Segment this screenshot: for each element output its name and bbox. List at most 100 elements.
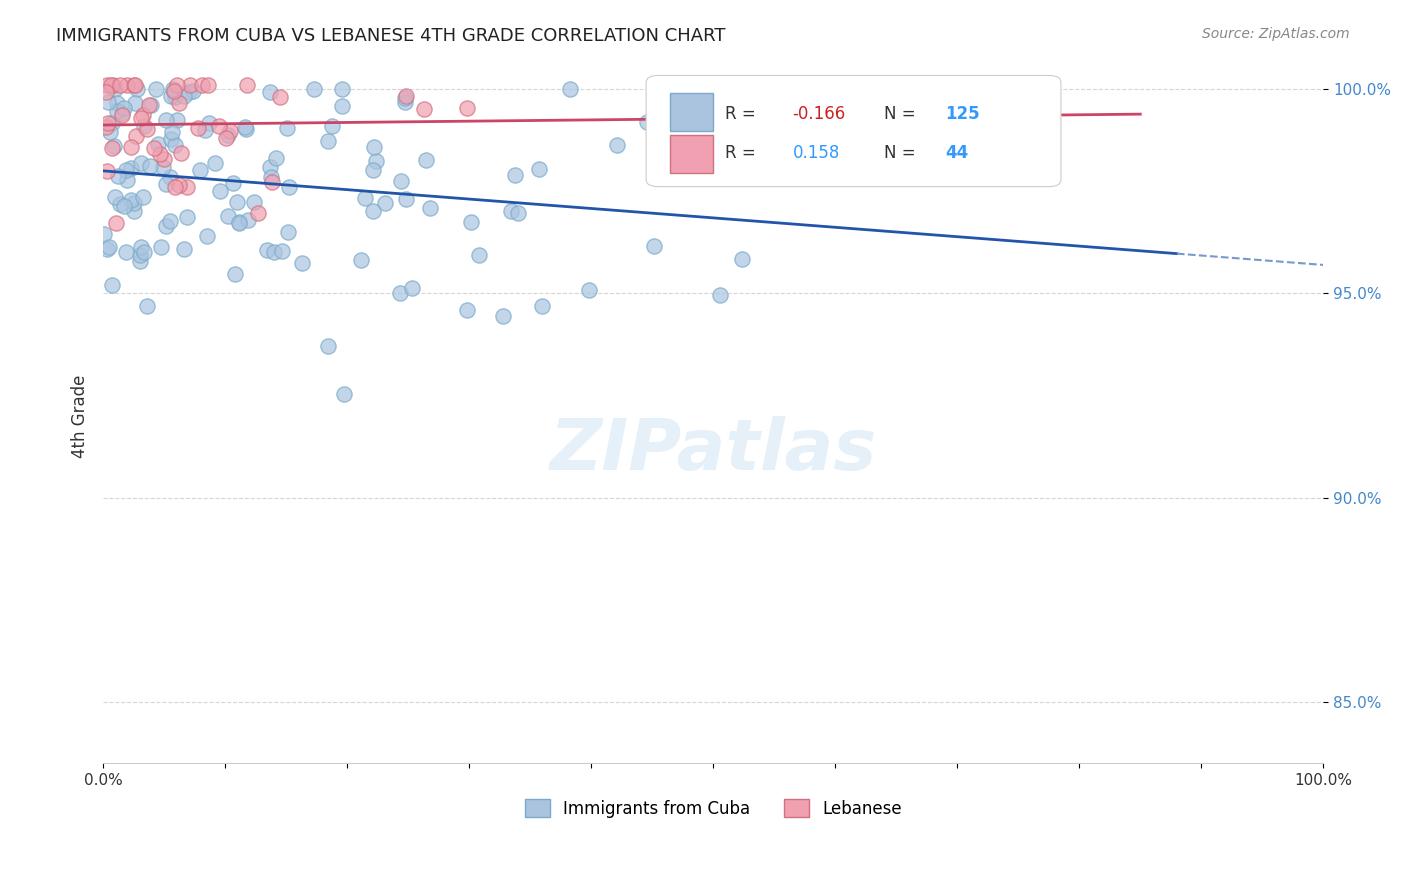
Immigrants from Cuba [160, 88, 183, 103]
Immigrants from Cuba [114, 163, 136, 178]
Lebanese [246, 205, 269, 219]
Immigrants from Cuba [643, 239, 665, 253]
Immigrants from Cuba [354, 191, 377, 205]
Immigrants from Cuba [531, 299, 554, 313]
Immigrants from Cuba [100, 278, 122, 293]
Lebanese [124, 78, 146, 92]
Legend: Immigrants from Cuba, Lebanese: Immigrants from Cuba, Lebanese [519, 793, 908, 824]
Immigrants from Cuba [333, 387, 356, 401]
Lebanese [208, 120, 231, 134]
Lebanese [125, 129, 148, 144]
Immigrants from Cuba [460, 215, 482, 229]
Immigrants from Cuba [155, 112, 177, 127]
Immigrants from Cuba [181, 84, 204, 98]
Immigrants from Cuba [132, 119, 155, 133]
Lebanese [167, 95, 190, 110]
Immigrants from Cuba [394, 91, 416, 105]
Immigrants from Cuba [259, 161, 281, 175]
Immigrants from Cuba [456, 303, 478, 318]
Text: IMMIGRANTS FROM CUBA VS LEBANESE 4TH GRADE CORRELATION CHART: IMMIGRANTS FROM CUBA VS LEBANESE 4TH GRA… [56, 27, 725, 45]
Immigrants from Cuba [160, 132, 183, 146]
Bar [671, 93, 713, 131]
Immigrants from Cuba [415, 153, 437, 168]
Text: -0.166: -0.166 [793, 104, 846, 123]
Immigrants from Cuba [256, 243, 278, 257]
Lebanese [394, 88, 416, 103]
Immigrants from Cuba [228, 215, 250, 229]
Lebanese [115, 78, 138, 92]
Immigrants from Cuba [527, 161, 550, 176]
Immigrants from Cuba [318, 339, 340, 353]
Immigrants from Cuba [491, 309, 513, 323]
Text: 125: 125 [945, 104, 980, 123]
Lebanese [165, 179, 187, 194]
Immigrants from Cuba [366, 153, 388, 168]
Immigrants from Cuba [506, 206, 529, 220]
Immigrants from Cuba [97, 95, 120, 110]
Immigrants from Cuba [132, 245, 155, 260]
Immigrants from Cuba [361, 163, 384, 178]
Lebanese [170, 146, 193, 161]
Immigrants from Cuba [159, 169, 181, 184]
Text: ZIPatlas: ZIPatlas [550, 416, 877, 485]
Immigrants from Cuba [260, 170, 283, 185]
Text: Source: ZipAtlas.com: Source: ZipAtlas.com [1202, 27, 1350, 41]
Lebanese [101, 78, 124, 92]
Immigrants from Cuba [103, 139, 125, 153]
Lebanese [94, 85, 117, 99]
Immigrants from Cuba [233, 120, 256, 134]
Immigrants from Cuba [374, 196, 396, 211]
FancyBboxPatch shape [647, 76, 1062, 186]
Immigrants from Cuba [150, 240, 173, 254]
Text: R =: R = [725, 145, 762, 162]
Immigrants from Cuba [394, 192, 416, 206]
Immigrants from Cuba [159, 213, 181, 227]
Lebanese [100, 78, 122, 92]
Immigrants from Cuba [122, 195, 145, 210]
Immigrants from Cuba [505, 168, 527, 182]
Immigrants from Cuba [115, 173, 138, 187]
Lebanese [135, 122, 157, 136]
Lebanese [153, 152, 176, 166]
Lebanese [179, 78, 201, 92]
Lebanese [148, 146, 170, 161]
Immigrants from Cuba [236, 212, 259, 227]
Immigrants from Cuba [173, 89, 195, 103]
Immigrants from Cuba [129, 240, 152, 254]
Immigrants from Cuba [217, 128, 239, 142]
Lebanese [176, 180, 198, 194]
Immigrants from Cuba [501, 204, 523, 219]
Lebanese [235, 78, 257, 92]
Immigrants from Cuba [155, 177, 177, 191]
Immigrants from Cuba [120, 193, 142, 207]
Lebanese [413, 103, 436, 117]
Text: N =: N = [884, 104, 921, 123]
Immigrants from Cuba [127, 82, 149, 96]
Immigrants from Cuba [176, 210, 198, 224]
Immigrants from Cuba [578, 283, 600, 297]
Immigrants from Cuba [388, 286, 411, 301]
Immigrants from Cuba [114, 101, 136, 115]
Immigrants from Cuba [162, 82, 184, 96]
Immigrants from Cuba [132, 190, 155, 204]
Lebanese [94, 120, 117, 134]
Immigrants from Cuba [276, 120, 298, 135]
Lebanese [97, 115, 120, 129]
Lebanese [166, 78, 188, 92]
Immigrants from Cuba [105, 95, 128, 110]
Immigrants from Cuba [98, 125, 121, 139]
Immigrants from Cuba [263, 245, 285, 260]
Immigrants from Cuba [243, 194, 266, 209]
Immigrants from Cuba [135, 299, 157, 313]
Immigrants from Cuba [108, 197, 131, 211]
Immigrants from Cuba [332, 82, 354, 96]
Immigrants from Cuba [198, 116, 221, 130]
Immigrants from Cuba [228, 217, 250, 231]
Immigrants from Cuba [122, 203, 145, 218]
Immigrants from Cuba [222, 176, 245, 190]
Immigrants from Cuba [160, 125, 183, 139]
Immigrants from Cuba [112, 199, 135, 213]
Immigrants from Cuba [886, 141, 908, 155]
Lebanese [138, 98, 160, 112]
Immigrants from Cuba [173, 243, 195, 257]
